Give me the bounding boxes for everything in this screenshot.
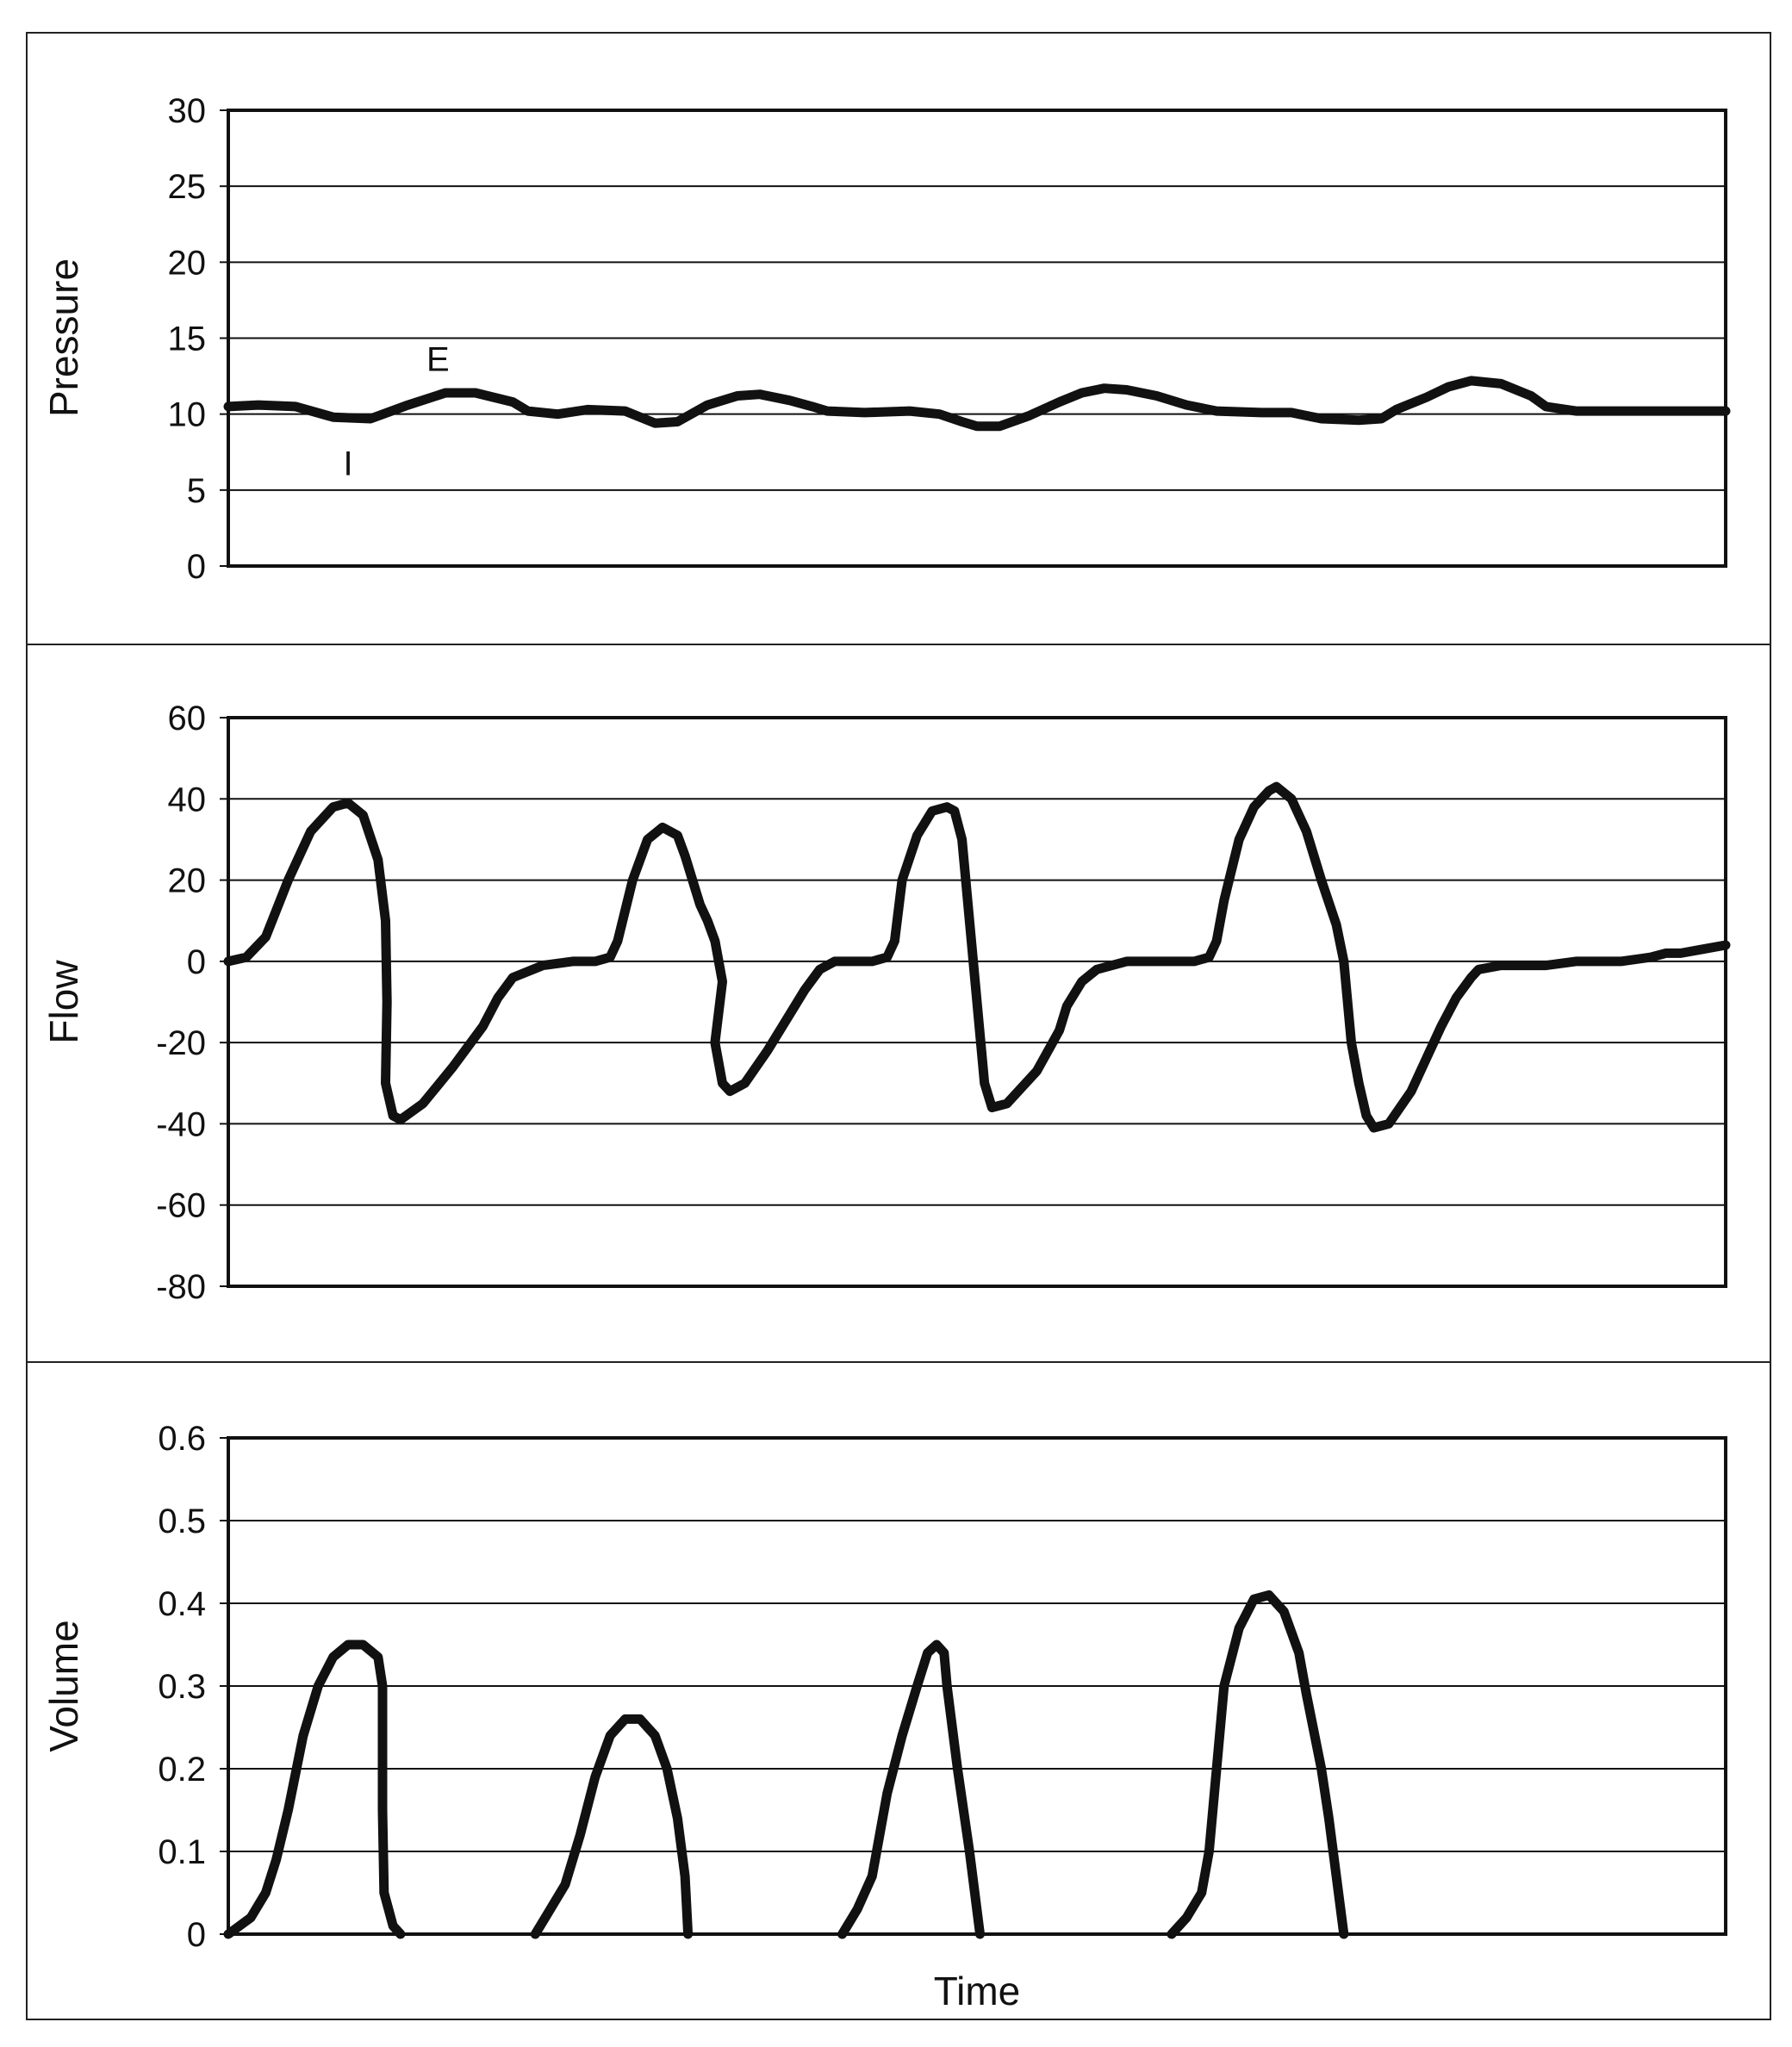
flow-ytick-label: -20 [156,1024,206,1062]
flow-ytick-label: 0 [187,943,206,981]
volume-trace-segment-2 [530,1714,694,1939]
pressure-y-axis-title: Pressure [41,258,86,417]
volume-ytick-label: 0.5 [158,1503,206,1540]
flow-ytick-label: -60 [156,1187,206,1225]
volume-ytick-label: 0.2 [158,1751,206,1789]
flow-plot-area [227,716,1727,1288]
flow-ytick-label: -80 [156,1268,206,1306]
volume-ytick-label: 0.3 [158,1668,206,1706]
volume-ytick-label: 0.1 [158,1833,206,1871]
pressure-ytick-label: 20 [168,244,207,282]
outer-frame [26,32,1771,2020]
flow-panel: -80 -60 -40 -20 0 20 40 60 Flow [41,700,1731,1306]
volume-trace-segment-3 [837,1639,985,1939]
pressure-annotation-e: E [426,340,450,378]
volume-ytick-label: 0 [187,1916,206,1954]
flow-ytick-label: 60 [168,700,207,737]
pressure-ytick-label: 10 [168,396,207,434]
volume-trace-segment-4 [1167,1590,1349,1939]
pressure-annotation-i: I [343,445,352,482]
volume-panel: 0 0.1 0.2 0.3 0.4 0.5 0.6 Volume Time [41,1420,1727,2013]
volume-x-axis-title: Time [934,1969,1021,2013]
volume-ytick-label: 0.4 [158,1585,206,1623]
pressure-ytick-label: 30 [168,92,207,130]
flow-ytick-label: 20 [168,862,207,900]
flow-ytick-label: 40 [168,781,207,818]
pressure-ytick-label: 15 [168,320,207,358]
flow-trace [223,781,1731,1133]
flow-y-axis-title: Flow [41,960,86,1044]
flow-ytick-label: -40 [156,1105,206,1143]
pressure-ytick-label: 25 [168,168,207,206]
volume-trace-segment-1 [223,1639,406,1939]
pressure-ytick-label: 0 [187,548,206,586]
pressure-ytick-label: 5 [187,472,206,510]
pressure-panel: 0 5 10 15 20 25 30 Pressure E I [41,92,1731,586]
pressure-trace [223,376,1731,432]
volume-ytick-label: 0.6 [158,1420,206,1458]
volume-y-axis-title: Volume [41,1620,86,1751]
